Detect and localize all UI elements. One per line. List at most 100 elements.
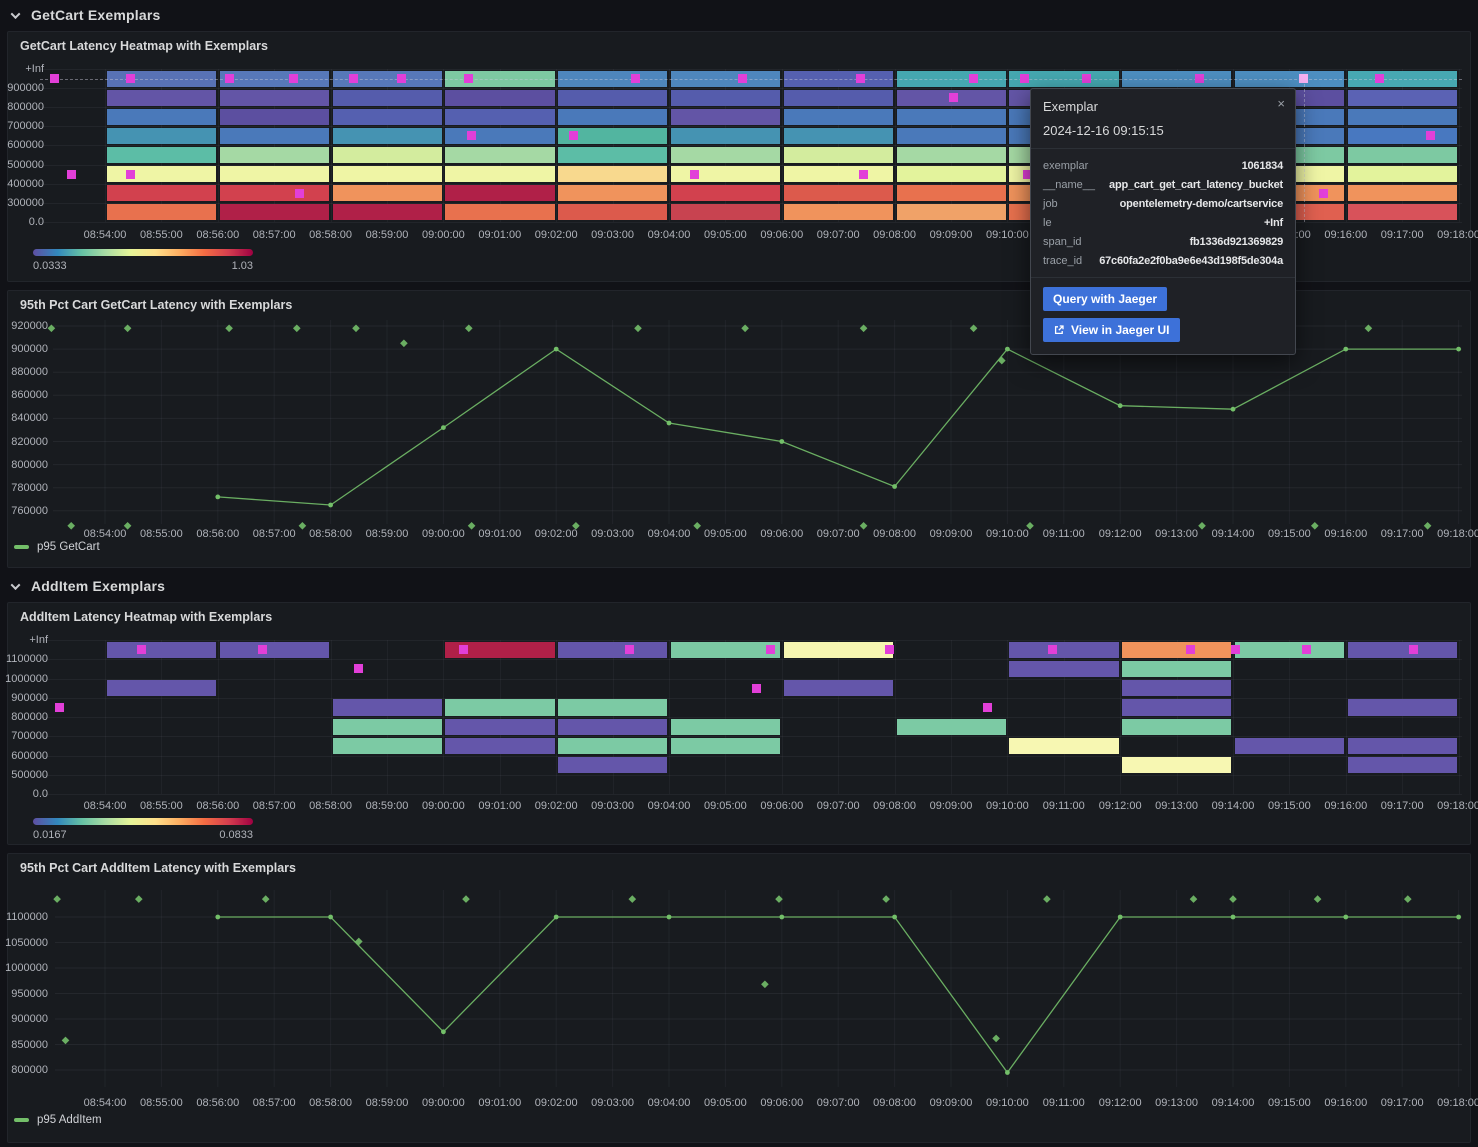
exemplar-marker[interactable] — [859, 169, 869, 179]
heatmap-cell[interactable] — [445, 166, 555, 183]
heatmap-cell[interactable] — [1235, 70, 1345, 87]
heatmap-cell[interactable] — [671, 108, 781, 125]
heatmap-cell[interactable] — [1122, 641, 1232, 658]
exemplar-marker[interactable] — [137, 645, 147, 655]
heatmap-cell[interactable] — [896, 204, 1006, 221]
heatmap-cell[interactable] — [558, 737, 668, 755]
heatmap-cell[interactable] — [219, 108, 330, 125]
heatmap-cell[interactable] — [332, 718, 442, 735]
heatmap-cell[interactable] — [219, 204, 330, 221]
heatmap-cell[interactable] — [783, 204, 894, 221]
exemplar-marker[interactable] — [125, 169, 135, 179]
exemplar-marker[interactable] — [737, 74, 747, 83]
panel-title-additem-line[interactable]: 95th Pct Cart AddItem Latency with Exemp… — [20, 861, 297, 875]
panel-title-getcart-line[interactable]: 95th Pct Cart GetCart Latency with Exemp… — [20, 298, 293, 312]
heatmap-cell[interactable] — [445, 127, 555, 144]
heatmap-cell[interactable] — [896, 127, 1006, 144]
heatmap-cell[interactable] — [1009, 641, 1119, 658]
heatmap-cell[interactable] — [1347, 699, 1458, 716]
heatmap-cell[interactable] — [107, 680, 217, 697]
heatmap-cell[interactable] — [332, 127, 442, 144]
exemplar-marker[interactable] — [1231, 645, 1241, 655]
heatmap-cell[interactable] — [671, 185, 781, 202]
heatmap-cell[interactable] — [558, 718, 668, 735]
heatmap-cell[interactable] — [558, 70, 668, 87]
heatmap-cell[interactable] — [558, 641, 668, 658]
heatmap-cell[interactable] — [783, 127, 894, 144]
heatmap-cell[interactable] — [332, 166, 442, 183]
heatmap-cell[interactable] — [332, 70, 442, 87]
heatmap-cell[interactable] — [1122, 757, 1232, 774]
exemplar-marker[interactable] — [751, 683, 761, 693]
heatmap-cell[interactable] — [671, 127, 781, 144]
heatmap-cell[interactable] — [558, 699, 668, 716]
exemplar-marker[interactable] — [856, 74, 866, 83]
exemplar-marker[interactable] — [983, 702, 993, 712]
heatmap-cell[interactable] — [1009, 660, 1119, 678]
heatmap-cell[interactable] — [107, 127, 217, 144]
heatmap-cell[interactable] — [783, 70, 894, 87]
exemplar-marker[interactable] — [568, 131, 578, 141]
heatmap-cell[interactable] — [1122, 660, 1232, 678]
heatmap-cell[interactable] — [896, 108, 1006, 125]
heatmap-cell[interactable] — [107, 89, 217, 106]
heatmap-cell[interactable] — [1347, 757, 1458, 774]
query-with-jaeger-button[interactable]: Query with Jaeger — [1043, 287, 1168, 311]
heatmap-cell[interactable] — [445, 185, 555, 202]
legend-p95-getcart[interactable]: p95 GetCart — [14, 541, 100, 553]
heatmap-cell[interactable] — [558, 185, 668, 202]
heatmap-cell[interactable] — [558, 108, 668, 125]
exemplar-marker[interactable] — [467, 131, 477, 141]
heatmap-cell[interactable] — [558, 757, 668, 774]
row-header-getcart[interactable]: GetCart Exemplars — [0, 0, 1478, 30]
heatmap-cell[interactable] — [671, 89, 781, 106]
exemplar-marker[interactable] — [1194, 74, 1204, 83]
heatmap-cell[interactable] — [445, 108, 555, 125]
exemplar-marker[interactable] — [689, 169, 699, 179]
exemplar-marker[interactable] — [224, 74, 234, 83]
heatmap-cell[interactable] — [1122, 718, 1232, 735]
heatmap-cell[interactable] — [332, 204, 442, 221]
exemplar-marker[interactable] — [49, 74, 59, 83]
legend-p95-additem[interactable]: p95 AddItem — [14, 1114, 102, 1126]
heatmap-cell[interactable] — [219, 166, 330, 183]
heatmap-cell[interactable] — [558, 127, 668, 144]
heatmap-cell[interactable] — [1347, 108, 1458, 125]
heatmap-cell[interactable] — [783, 108, 894, 125]
row-header-additem[interactable]: AddItem Exemplars — [0, 571, 1478, 601]
heatmap-cell[interactable] — [332, 699, 442, 716]
heatmap-cell[interactable] — [1347, 204, 1458, 221]
heatmap-cell[interactable] — [1009, 737, 1119, 755]
exemplar-marker[interactable] — [1409, 645, 1418, 655]
heatmap-cell[interactable] — [219, 89, 330, 106]
heatmap-cell[interactable] — [671, 737, 781, 755]
heatmap-cell[interactable] — [783, 680, 894, 697]
exemplar-marker[interactable] — [1022, 169, 1032, 179]
exemplar-marker[interactable] — [258, 645, 268, 655]
heatmap-cell[interactable] — [445, 146, 555, 163]
heatmap-cell[interactable] — [107, 641, 217, 658]
heatmap-cell[interactable] — [896, 718, 1006, 735]
heatmap-cell[interactable] — [783, 146, 894, 163]
heatmap-cell[interactable] — [332, 108, 442, 125]
heatmap-cell[interactable] — [1235, 737, 1345, 755]
exemplar-marker[interactable] — [1019, 74, 1029, 83]
heatmap-cell[interactable] — [219, 185, 330, 202]
heatmap-cell[interactable] — [896, 185, 1006, 202]
heatmap-cell[interactable] — [445, 699, 555, 716]
exemplar-marker[interactable] — [625, 645, 634, 655]
heatmap-cell[interactable] — [558, 146, 668, 163]
heatmap-cell[interactable] — [783, 89, 894, 106]
heatmap-cell[interactable] — [107, 146, 217, 163]
heatmap-cell[interactable] — [1122, 699, 1232, 716]
exemplar-marker[interactable] — [125, 74, 135, 83]
heatmap-cell[interactable] — [783, 185, 894, 202]
heatmap-cell[interactable] — [445, 89, 555, 106]
heatmap-cell[interactable] — [1347, 737, 1458, 755]
heatmap-cell[interactable] — [445, 718, 555, 735]
heatmap-cell[interactable] — [332, 146, 442, 163]
heatmap-cell[interactable] — [783, 166, 894, 183]
heatmap-cell[interactable] — [1347, 166, 1458, 183]
exemplar-marker[interactable] — [1048, 645, 1057, 655]
heatmap-cell[interactable] — [1235, 641, 1345, 658]
